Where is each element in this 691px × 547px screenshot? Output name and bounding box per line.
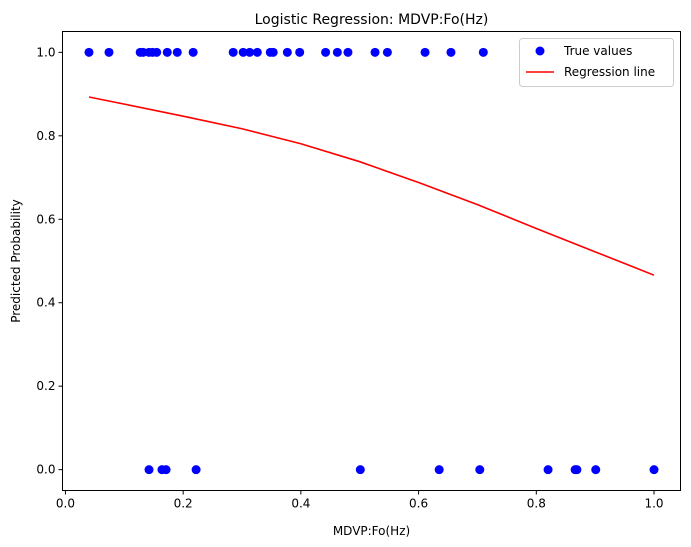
scatter-point <box>572 465 582 475</box>
scatter-point <box>543 465 553 475</box>
scatter-point <box>84 47 94 57</box>
scatter-point <box>434 465 444 475</box>
scatter-point <box>446 47 456 57</box>
scatter-point <box>152 47 162 57</box>
plot-marks <box>84 47 659 475</box>
scatter-point <box>245 47 255 57</box>
y-tick-label: 0.2 <box>36 379 55 393</box>
y-tick-label: 0.8 <box>36 129 55 143</box>
x-axis-ticks: 0.0 0.2 0.4 0.6 0.8 1.0 <box>56 490 664 511</box>
y-tick-label: 0.0 <box>36 463 55 477</box>
legend-box <box>519 38 674 87</box>
scatter-point <box>268 47 278 57</box>
scatter-point <box>252 47 262 57</box>
scatter-point <box>420 47 430 57</box>
scatter-point <box>475 465 485 475</box>
x-tick-label: 0.6 <box>409 497 428 511</box>
legend-marker-true-values <box>535 46 545 56</box>
scatter-point <box>321 47 331 57</box>
scatter-point <box>191 465 201 475</box>
x-tick-label: 0.0 <box>56 497 75 511</box>
x-tick-label: 1.0 <box>644 497 663 511</box>
chart-title: Logistic Regression: MDVP:Fo(Hz) <box>255 12 489 28</box>
scatter-point <box>343 47 353 57</box>
scatter-point <box>161 465 171 475</box>
scatter-point <box>332 47 342 57</box>
x-tick-label: 0.8 <box>527 497 546 511</box>
x-tick-label: 0.2 <box>174 497 193 511</box>
scatter-point <box>238 47 248 57</box>
scatter-point <box>591 465 601 475</box>
scatter-point <box>649 465 659 475</box>
y-axis-ticks: 0.0 0.2 0.4 0.6 0.8 1.0 <box>36 45 63 477</box>
scatter-point <box>355 465 365 475</box>
scatter-point <box>282 47 292 57</box>
scatter-point <box>188 47 198 57</box>
y-tick-label: 1.0 <box>36 45 55 59</box>
scatter-point <box>162 47 172 57</box>
scatter-point <box>144 465 154 475</box>
scatter-point <box>295 47 305 57</box>
scatter-point <box>228 47 238 57</box>
x-tick-label: 0.4 <box>291 497 310 511</box>
regression-line <box>88 96 655 276</box>
y-tick-label: 0.4 <box>36 296 55 310</box>
scatter-point <box>370 47 380 57</box>
plot-frame <box>62 31 681 491</box>
y-axis-label: Predicted Probability <box>9 199 23 323</box>
legend: True values Regression line <box>519 38 674 87</box>
x-axis-label: MDVP:Fo(Hz) <box>333 524 410 538</box>
legend-label-regression-line: Regression line <box>564 65 655 79</box>
scatter-point <box>104 47 114 57</box>
scatter-point <box>172 47 182 57</box>
y-tick-label: 0.6 <box>36 212 55 226</box>
legend-label-true-values: True values <box>563 44 632 58</box>
scatter-point <box>478 47 488 57</box>
scatter-point <box>382 47 392 57</box>
